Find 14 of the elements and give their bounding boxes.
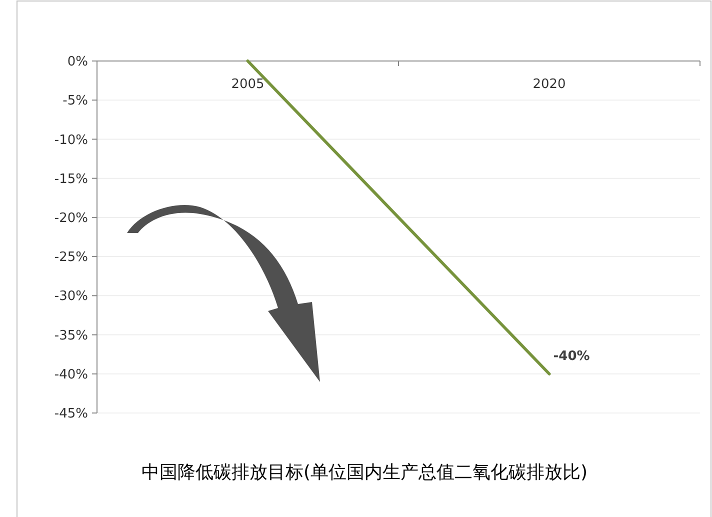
y-tick-label: -25%	[54, 250, 88, 266]
y-tick-label: -45%	[54, 406, 88, 422]
y-tick-label: -30%	[54, 289, 88, 304]
y-tick-label: -40%	[54, 367, 88, 382]
y-tick-label: 0%	[67, 54, 88, 70]
y-tick-label: -5%	[62, 94, 88, 109]
text: 中国降低碳排放目标(单位国内生产总值二氧化碳排放比)	[141, 462, 588, 483]
data-label: -40%	[553, 348, 590, 364]
y-tick-label: -20%	[54, 210, 88, 226]
x-tick-label: 2005	[231, 77, 264, 92]
y-tick-label: -15%	[54, 172, 88, 187]
y-tick-label: -10%	[54, 132, 88, 148]
x-tick-label: 2020	[532, 77, 566, 92]
y-tick-label: -35%	[54, 328, 88, 344]
